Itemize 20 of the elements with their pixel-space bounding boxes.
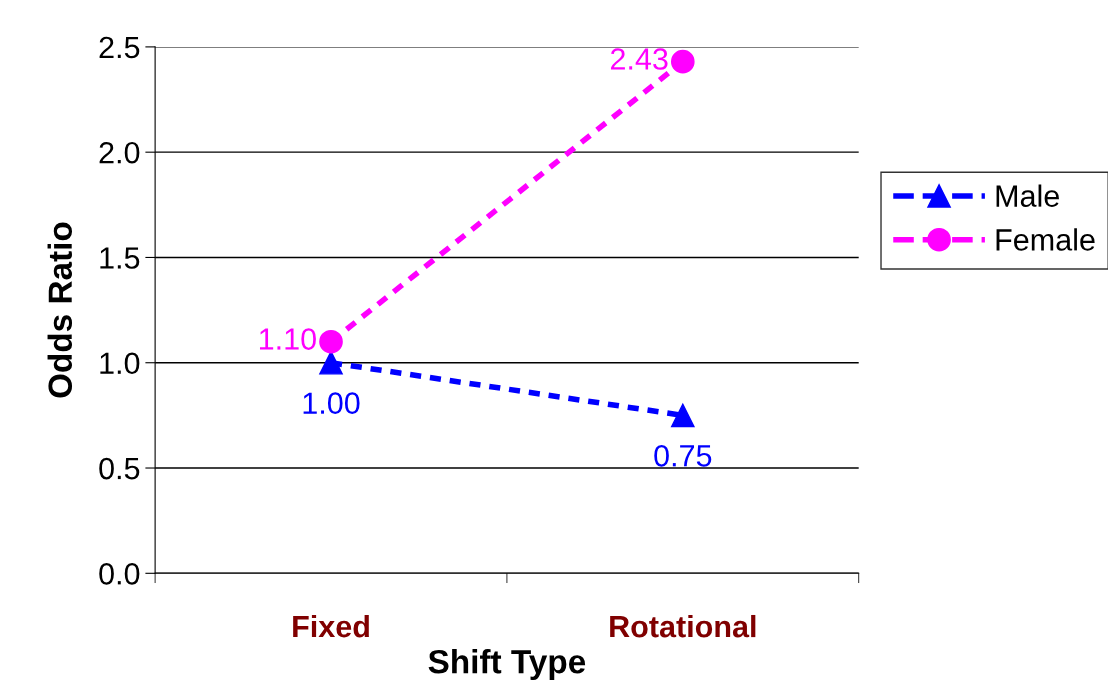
data-label: 2.43: [610, 48, 668, 70]
y-tick-label: 2.0: [99, 141, 140, 164]
point: [319, 329, 343, 354]
point: [670, 49, 695, 74]
x-tick-label: Fixed: [293, 614, 369, 638]
y-axis-title: Odds Ratio: [47, 222, 73, 398]
data-label: 0.75: [654, 445, 712, 467]
y-tick-label: 0.5: [99, 457, 140, 480]
y-tick-label: 0.0: [99, 563, 140, 585]
legend-label: Male: [996, 184, 1059, 207]
y-tick-label: 2.5: [99, 36, 140, 59]
point: [670, 403, 695, 428]
x-tick-label: Rotational: [610, 614, 756, 638]
point: [319, 350, 343, 375]
data-label: 1.00: [303, 392, 360, 414]
data-label: 1.10: [259, 328, 316, 350]
y-tick-label: 1.5: [100, 247, 140, 269]
y-tick-label: 1.0: [100, 352, 140, 375]
legend-label: Female: [996, 228, 1095, 251]
x-axis-title: Shift Type: [428, 649, 586, 681]
